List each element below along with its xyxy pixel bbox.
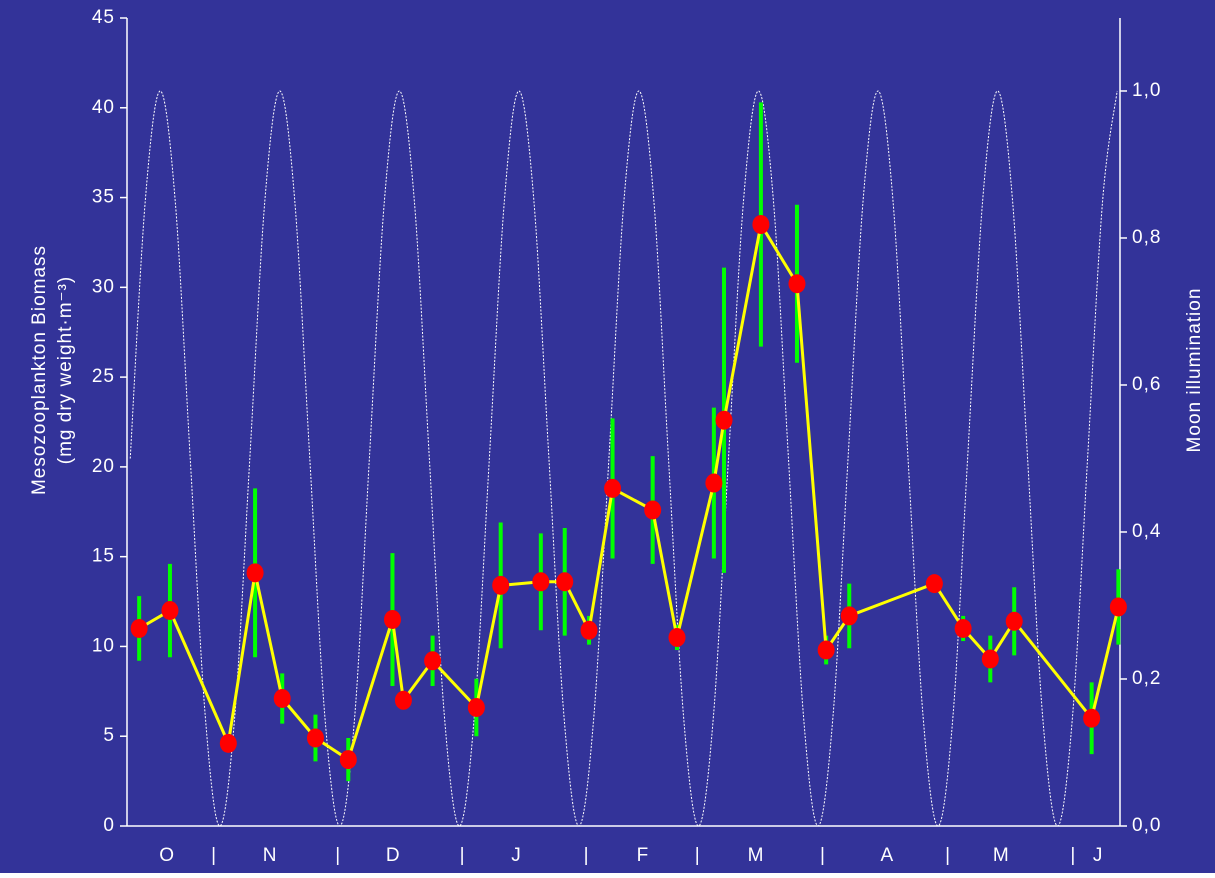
data-point — [1083, 708, 1101, 728]
data-point — [532, 572, 550, 592]
data-point — [788, 274, 806, 294]
y2-tick-label: 0,6 — [1132, 374, 1161, 395]
y-tick-label: 20 — [92, 456, 115, 477]
x-tick-label: | — [695, 845, 701, 866]
x-tick-label: | — [820, 845, 826, 866]
y2-tick-label: 0,8 — [1132, 227, 1161, 248]
data-point — [715, 410, 733, 430]
y-tick-label: 10 — [92, 635, 115, 656]
x-tick-label: | — [584, 845, 590, 866]
x-tick-label: M — [993, 845, 1010, 866]
data-point — [467, 697, 485, 717]
data-point — [219, 733, 237, 753]
x-tick-label: | — [211, 845, 217, 866]
data-point — [840, 606, 858, 626]
data-point — [556, 572, 574, 592]
data-point — [817, 640, 835, 660]
y2-tick-label: 0,0 — [1132, 815, 1161, 836]
data-point — [306, 728, 324, 748]
data-point — [954, 618, 972, 638]
x-tick-label: J — [511, 845, 522, 866]
data-point — [424, 651, 442, 671]
x-tick-label: | — [335, 845, 341, 866]
y-axis-label: (mg dry weight·m⁻³) — [55, 276, 76, 464]
data-point — [383, 610, 401, 630]
data-point — [246, 563, 264, 583]
data-point — [492, 575, 510, 595]
data-point — [394, 690, 412, 710]
y-axis-label: Mesozooplankton Biomass — [29, 245, 50, 495]
data-point — [273, 689, 291, 709]
data-point — [161, 601, 179, 621]
x-tick-label: A — [881, 845, 895, 866]
y2-tick-label: 1,0 — [1132, 80, 1161, 101]
x-tick-label: O — [159, 845, 175, 866]
data-point — [644, 500, 662, 520]
x-tick-label: J — [1093, 845, 1104, 866]
data-point — [668, 627, 686, 647]
y2-tick-label: 0,4 — [1132, 521, 1161, 542]
y-tick-label: 15 — [92, 546, 115, 567]
x-tick-label: | — [460, 845, 466, 866]
data-point — [130, 618, 148, 638]
y-tick-label: 40 — [92, 97, 115, 118]
y-tick-label: 0 — [103, 815, 115, 836]
x-tick-label: N — [263, 845, 278, 866]
moon-curve — [129, 90, 1118, 827]
x-tick-label: M — [748, 845, 765, 866]
data-point — [981, 649, 999, 669]
data-point — [752, 214, 770, 234]
x-tick-label: | — [1070, 845, 1076, 866]
y-tick-label: 35 — [92, 187, 115, 208]
y2-tick-label: 0,2 — [1132, 668, 1161, 689]
y-tick-label: 45 — [92, 7, 115, 28]
x-tick-label: D — [386, 845, 401, 866]
y-tick-label: 25 — [92, 366, 115, 387]
data-point — [339, 750, 357, 770]
data-point — [1005, 611, 1023, 631]
data-point — [580, 620, 598, 640]
x-tick-label: | — [945, 845, 951, 866]
x-tick-label: F — [637, 845, 650, 866]
y-tick-label: 30 — [92, 276, 115, 297]
data-point — [925, 574, 943, 594]
data-point — [1109, 597, 1127, 617]
data-point — [705, 473, 723, 493]
data-point — [604, 478, 622, 498]
y2-axis-label: Moon illumination — [1184, 288, 1205, 453]
y-tick-label: 5 — [103, 725, 115, 746]
